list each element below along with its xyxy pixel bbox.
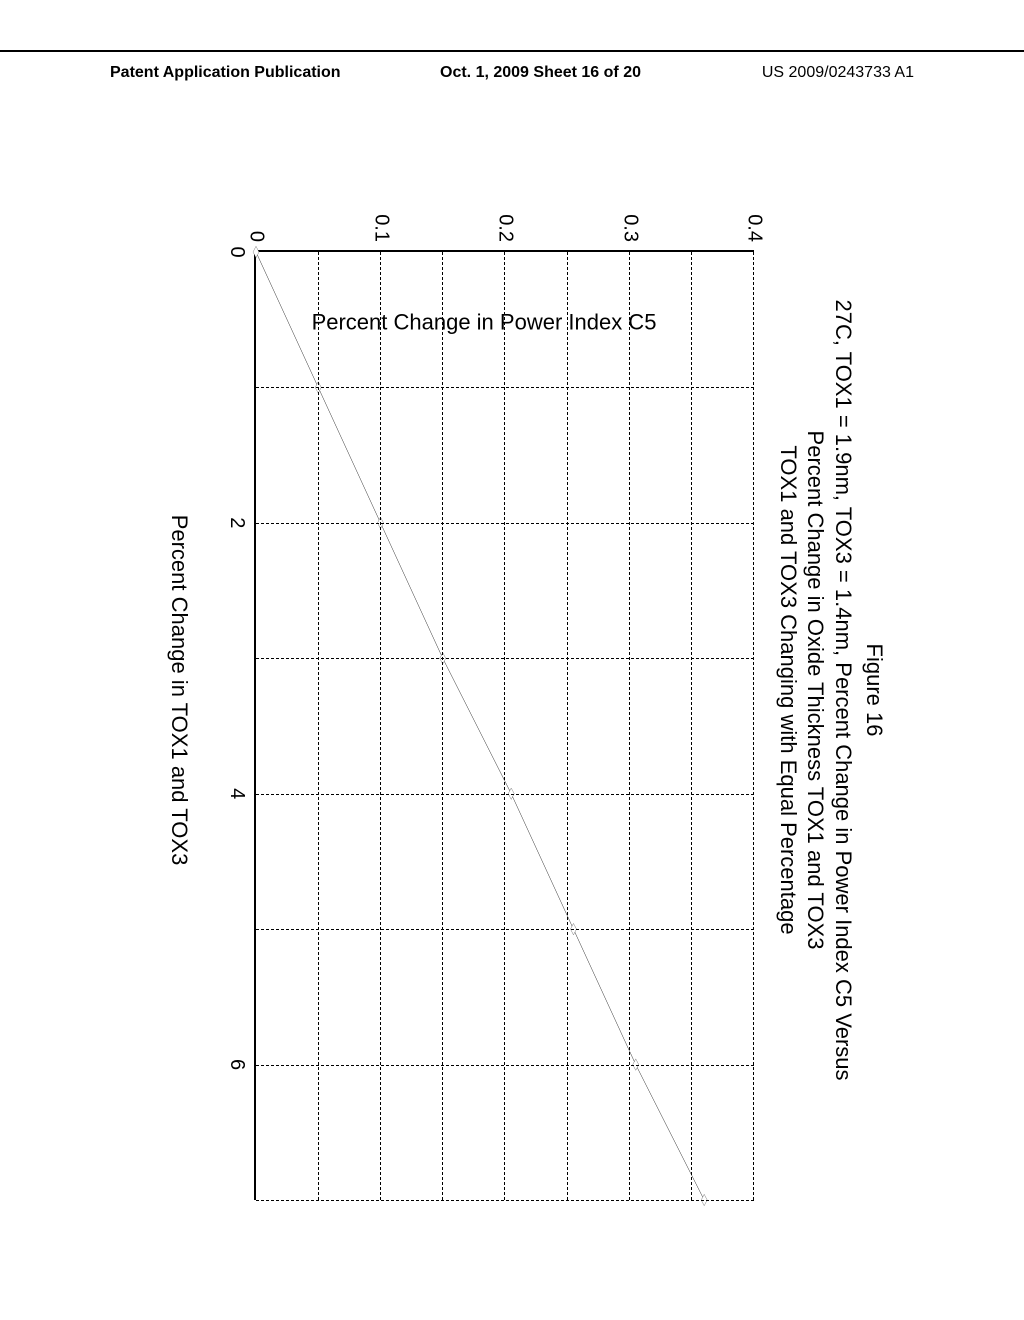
plot-wrap: Percent Change in Power Index C5 00.10.2… xyxy=(215,160,755,1220)
gridline-vertical xyxy=(257,794,755,795)
y-tick-label: 0.2 xyxy=(494,214,517,252)
gridline-horizontal xyxy=(691,252,692,1200)
header-date-sheet: Oct. 1, 2009 Sheet 16 of 20 xyxy=(440,64,641,82)
x-tick-label: 4 xyxy=(226,788,257,799)
x-tick-label: 6 xyxy=(226,1059,257,1070)
figure-label: Figure 16 xyxy=(861,160,887,1220)
y-tick-label: 0.4 xyxy=(743,214,766,252)
header-publication: Patent Application Publication xyxy=(110,64,341,82)
gridline-horizontal xyxy=(442,252,443,1200)
gridline-vertical xyxy=(257,1200,755,1201)
chart-title: 27C, TOX1 = 1.9nm, TOX3 = 1.4nm, Percent… xyxy=(775,160,858,1220)
header-patent-number: US 2009/0243733 A1 xyxy=(762,64,914,82)
x-axis-label: Percent Change in TOX1 and TOX3 xyxy=(167,515,193,866)
gridline-vertical xyxy=(257,929,755,930)
gridline-vertical xyxy=(257,387,755,388)
data-line xyxy=(257,252,705,1200)
x-tick-label: 2 xyxy=(226,517,257,528)
y-tick-label: 0.1 xyxy=(370,214,393,252)
gridline-horizontal xyxy=(380,252,381,1200)
gridline-vertical xyxy=(257,523,755,524)
gridline-horizontal xyxy=(505,252,506,1200)
plot-area: 00.10.20.30.40246 xyxy=(255,250,755,1200)
chart-svg xyxy=(257,252,755,1200)
gridline-horizontal xyxy=(567,252,568,1200)
chart-title-line1: 27C, TOX1 = 1.9nm, TOX3 = 1.4nm, Percent… xyxy=(830,160,858,1220)
y-tick-label: 0.3 xyxy=(619,214,642,252)
gridline-horizontal xyxy=(629,252,630,1200)
x-tick-label: 0 xyxy=(226,246,257,257)
figure-container: Figure 16 27C, TOX1 = 1.9nm, TOX3 = 1.4n… xyxy=(137,160,887,1220)
chart-title-line3: TOX1 and TOX3 Changing with Equal Percen… xyxy=(775,160,803,1220)
gridline-vertical xyxy=(257,658,755,659)
chart-title-line2: Percent Change in Oxide Thickness TOX1 a… xyxy=(802,160,830,1220)
gridline-vertical xyxy=(257,1065,755,1066)
page-header: Patent Application Publication Oct. 1, 2… xyxy=(0,50,1024,80)
gridline-horizontal xyxy=(754,252,755,1200)
gridline-horizontal xyxy=(318,252,319,1200)
